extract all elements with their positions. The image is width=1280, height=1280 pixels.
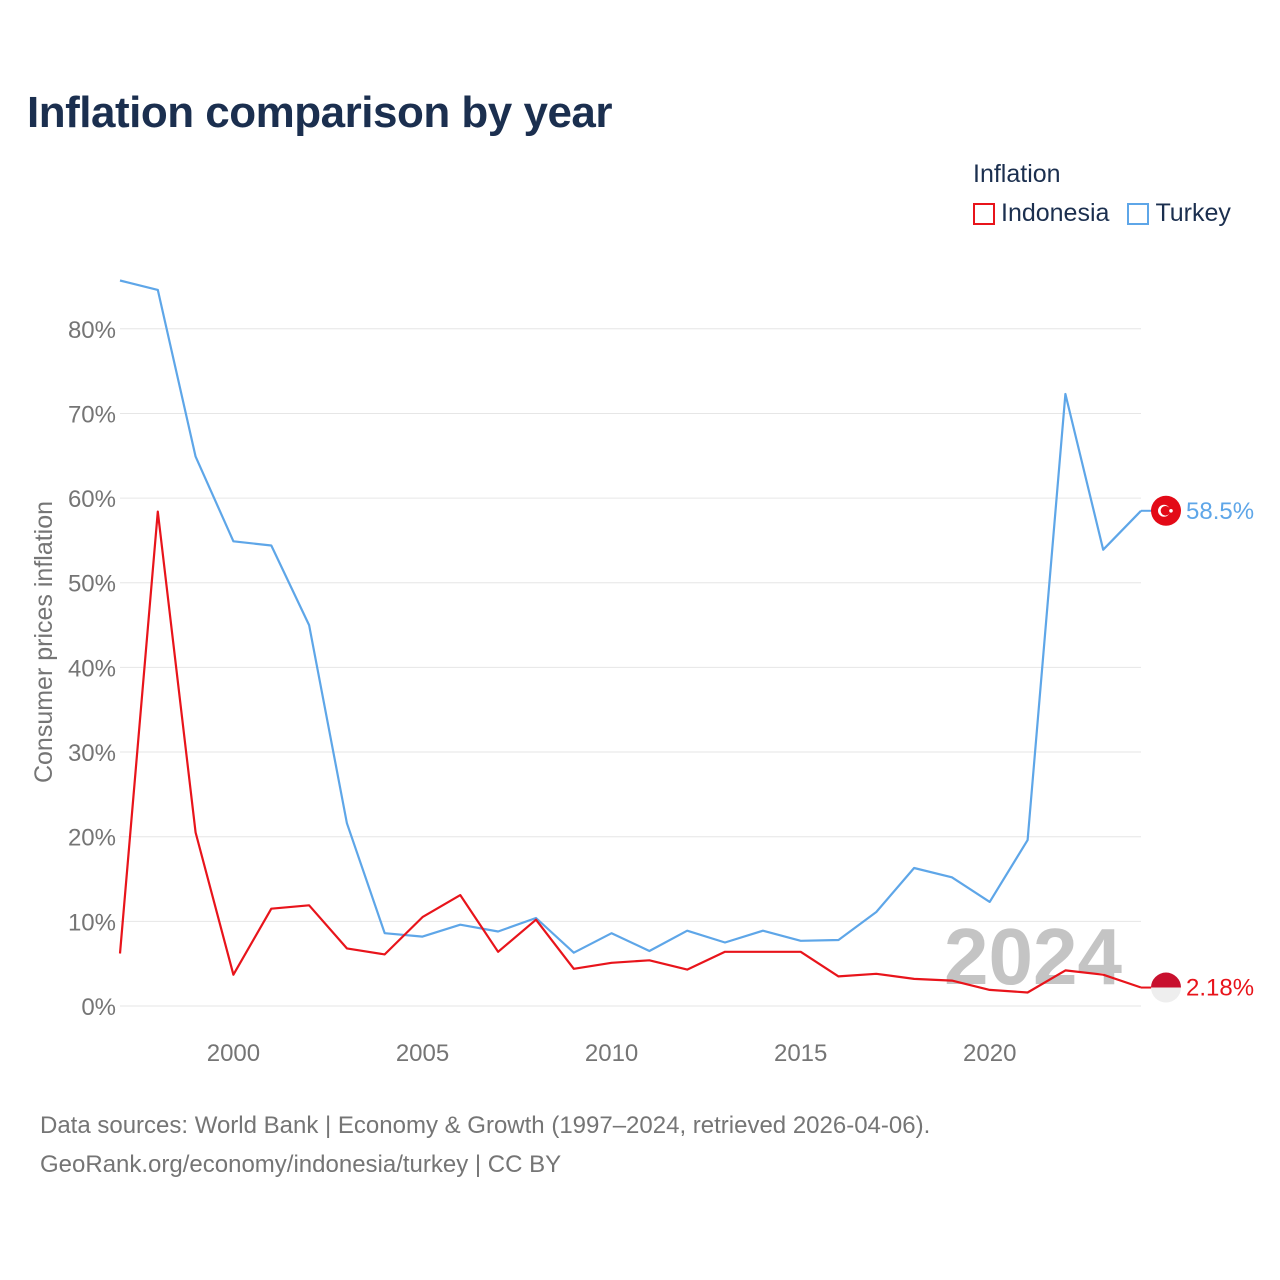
flag-turkey-icon [1151,495,1181,526]
legend-swatch-indonesia [973,202,995,225]
y-axis-ticks: 0% 10% 20% 30% 40% 50% 60% 70% 80% [68,317,116,1021]
series-line-turkey [119,279,1142,954]
y-tick-label: 50% [68,571,116,598]
x-axis-ticks: 2000 2005 2010 2015 2020 [207,1040,1017,1067]
x-tick-label: 2005 [396,1040,449,1067]
legend-title: Inflation [973,160,1061,188]
series-line-indonesia [118,510,1142,994]
year-watermark: 2024 [944,912,1122,1001]
flag-indonesia-icon [1151,972,1181,1003]
end-label-indonesia: 2.18% [1186,975,1254,1002]
x-tick-label: 2010 [585,1040,638,1067]
legend-label-turkey: Turkey [1155,199,1231,227]
source-line-2[interactable]: GeoRank.org/economy/indonesia/turkey | C… [40,1151,562,1178]
y-tick-label: 60% [68,486,116,513]
x-tick-label: 2015 [774,1040,827,1067]
series-layer [118,279,1142,994]
y-tick-label: 30% [68,740,116,767]
legend-swatch-turkey [1127,202,1150,225]
source-line-1: Data sources: World Bank | Economy & Gro… [40,1112,931,1139]
y-axis-label: Consumer prices inflation [30,501,58,783]
y-tick-label: 70% [68,401,116,428]
y-tick-label: 20% [68,825,116,852]
y-tick-label: 80% [68,317,116,344]
y-tick-label: 0% [81,994,116,1021]
y-tick-label: 40% [68,655,116,682]
legend-item-turkey[interactable]: Turkey [1127,199,1231,228]
source-note: Data sources: World Bank | Economy & Gro… [40,1106,930,1184]
legend-item-indonesia[interactable]: Indonesia [973,199,1109,228]
legend: Inflation Indonesia Turkey [973,160,1249,228]
line-chart: 0%10%20%30%40%50%60%70%80% 2000 2005 2010 2… [30,279,1254,1067]
end-label-turkey: 58.5% [1186,498,1254,525]
x-tick-label: 2020 [963,1040,1016,1067]
legend-label-indonesia: Indonesia [1001,199,1110,227]
chart-title: Inflation comparison by year [27,88,613,137]
y-tick-label: 10% [68,909,116,936]
x-tick-label: 2000 [207,1040,260,1067]
end-markers: 58.5% 2.18% [1141,495,1254,1003]
gridlines [120,328,1141,1007]
